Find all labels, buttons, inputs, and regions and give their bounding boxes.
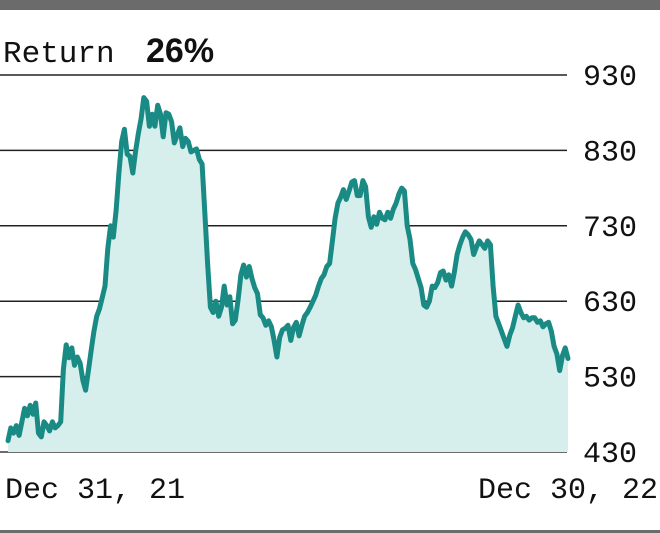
top-frame-bar: [0, 0, 660, 10]
y-axis-tick-labels: 430 530 630 730 830 930: [583, 61, 637, 472]
x-end-label: Dec 30, 22: [478, 474, 658, 508]
y-tick-label-530: 530: [583, 363, 637, 397]
price-area-fill: [8, 97, 568, 452]
return-value: 26%: [146, 32, 214, 70]
bottom-frame-bar: [0, 530, 660, 533]
y-tick-label-430: 430: [583, 438, 637, 472]
x-start-label: Dec 31, 21: [5, 474, 185, 508]
y-tick-label-630: 630: [583, 287, 637, 321]
price-line: [5, 95, 571, 444]
y-tick-label-930: 930: [583, 61, 637, 95]
y-tick-label-730: 730: [583, 212, 637, 246]
y-tick-label-830: 830: [583, 136, 637, 170]
return-label: Return: [3, 37, 115, 72]
